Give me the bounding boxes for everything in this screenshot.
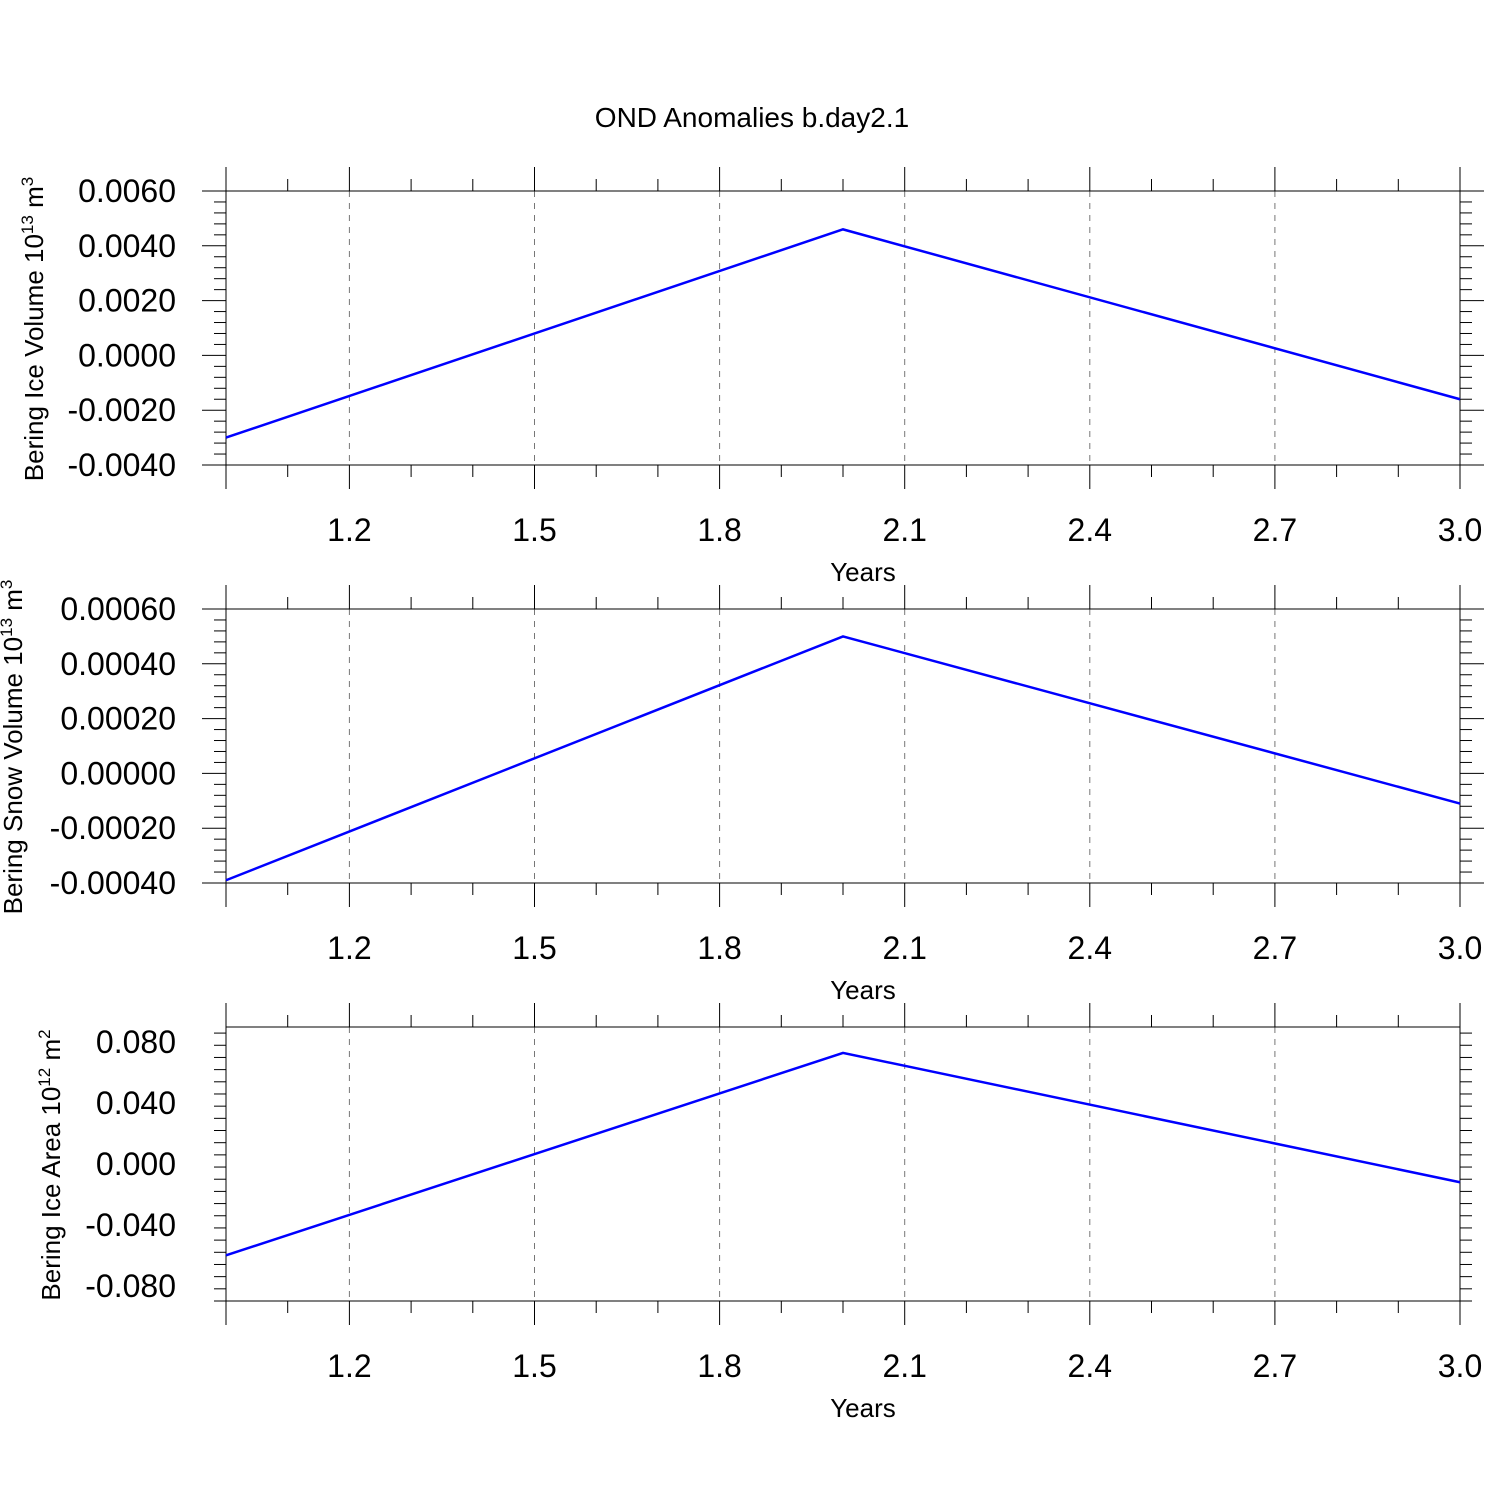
y-tick-label: 0.0000 (78, 337, 176, 373)
y-tick-label: 0.000 (96, 1146, 176, 1182)
y-tick-label: 0.00000 (60, 755, 176, 791)
y-axis-title: Bering Ice Volume 1013 m3 (18, 177, 49, 481)
plot-frame (225, 190, 1461, 466)
x-tick-label: 1.2 (327, 930, 371, 966)
figure-title: OND Anomalies b.day2.1 (595, 102, 909, 133)
plot-frame (225, 608, 1461, 884)
x-axis-title: Years (830, 975, 896, 1005)
series-line (225, 228, 1461, 439)
y-tick-label: 0.00040 (60, 646, 176, 682)
x-axis-title: Years (830, 1393, 896, 1423)
y-tick-label: 0.080 (96, 1024, 176, 1060)
x-tick-label: 1.5 (512, 512, 556, 548)
chart-panel: 1.2 1.5 1.8 2.1 2.4 2.7 3.0 -0.00040 -0.00020 0.0… (0, 580, 1484, 1005)
x-tick-label: 2.7 (1253, 1348, 1297, 1384)
y-tick-label: -0.040 (85, 1207, 176, 1243)
y-tick-label: -0.00040 (50, 865, 176, 901)
x-tick-label: 1.8 (697, 1348, 741, 1384)
y-tick-label: 0.0060 (78, 173, 176, 209)
chart-panel: 1.2 1.5 1.8 2.1 2.4 2.7 3.0 -0.0040 -0.0020 0.000… (18, 167, 1484, 587)
x-tick-label: 2.7 (1253, 930, 1297, 966)
x-tick-label: 3.0 (1438, 1348, 1482, 1384)
y-tick-label: -0.0040 (67, 447, 176, 483)
x-tick-label: 2.1 (882, 930, 926, 966)
x-tick-label: 3.0 (1438, 930, 1482, 966)
y-tick-label: 0.0020 (78, 283, 176, 319)
x-tick-label: 1.5 (512, 1348, 556, 1384)
y-tick-label: -0.00020 (50, 810, 176, 846)
x-tick-label: 1.8 (697, 930, 741, 966)
x-tick-label: 1.8 (697, 512, 741, 548)
y-tick-label: 0.0040 (78, 228, 176, 264)
y-axis-title: Bering Ice Area 1012 m2 (35, 1029, 66, 1300)
plot-frame (225, 1026, 1461, 1302)
panels: 1.2 1.5 1.8 2.1 2.4 2.7 3.0 -0.0040 -0.0020 0.000… (0, 167, 1484, 1423)
y-axis-title: Bering Snow Volume 1013 m3 (0, 580, 28, 915)
x-tick-label: 1.2 (327, 1348, 371, 1384)
y-tick-label: -0.0020 (67, 392, 176, 428)
x-tick-label: 1.5 (512, 930, 556, 966)
series-line (225, 1051, 1461, 1257)
x-tick-label: 2.4 (1068, 1348, 1112, 1384)
y-tick-label: 0.00020 (60, 701, 176, 737)
x-tick-label: 2.1 (882, 1348, 926, 1384)
x-axis-title: Years (830, 557, 896, 587)
x-tick-label: 2.1 (882, 512, 926, 548)
y-tick-label: 0.040 (96, 1085, 176, 1121)
y-tick-label: 0.00060 (60, 591, 176, 627)
series-line (225, 635, 1461, 882)
chart-panel: 1.2 1.5 1.8 2.1 2.4 2.7 3.0 -0.080 -0.040 0.000 0.… (35, 1003, 1482, 1423)
x-tick-label: 3.0 (1438, 512, 1482, 548)
x-tick-label: 2.7 (1253, 512, 1297, 548)
x-tick-label: 2.4 (1068, 512, 1112, 548)
x-tick-label: 1.2 (327, 512, 371, 548)
y-tick-label: -0.080 (85, 1268, 176, 1304)
x-tick-label: 2.4 (1068, 930, 1112, 966)
